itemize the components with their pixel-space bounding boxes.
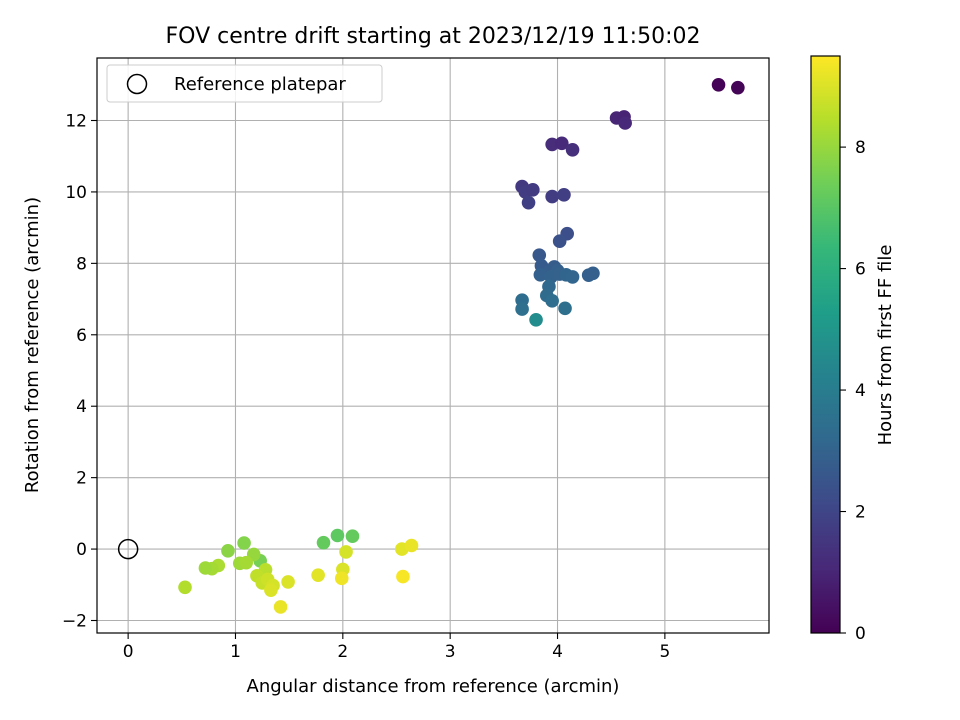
colorbar-label: Hours from first FF file xyxy=(875,245,896,446)
data-point xyxy=(316,535,331,550)
data-point xyxy=(558,301,572,316)
data-point xyxy=(396,569,410,584)
chart-title: FOV centre drift starting at 2023/12/19 … xyxy=(166,24,701,49)
grid-lines xyxy=(97,58,769,633)
y-axis-ticks: −2 0 2 4 6 8 10 12 xyxy=(62,112,97,632)
legend: Reference platepar xyxy=(106,64,383,103)
data-point xyxy=(557,187,571,202)
data-point xyxy=(529,312,543,327)
x-tick-label: 1 xyxy=(230,642,241,662)
colorbar: 0 2 4 6 8 Hours from first FF file xyxy=(810,55,896,644)
data-points xyxy=(178,77,745,614)
y-tick-label: 0 xyxy=(76,540,87,560)
data-point xyxy=(545,189,559,204)
data-point xyxy=(586,266,600,281)
y-tick-label: 2 xyxy=(76,469,87,489)
data-point xyxy=(618,116,632,130)
data-point xyxy=(711,77,726,92)
y-tick-label: 10 xyxy=(65,183,87,203)
data-point xyxy=(565,142,580,157)
data-point xyxy=(237,536,251,550)
data-point xyxy=(533,267,548,282)
data-point xyxy=(521,195,536,210)
data-point xyxy=(239,555,254,570)
legend-reference-marker-icon xyxy=(126,73,148,95)
colorbar-tick-label: 4 xyxy=(855,381,866,401)
data-point xyxy=(339,545,353,559)
data-point xyxy=(334,571,349,586)
data-point xyxy=(311,568,325,582)
x-axis-label: Angular distance from reference (arcmin) xyxy=(247,676,620,697)
colorbar-frame xyxy=(810,55,841,634)
y-tick-label: 6 xyxy=(76,326,87,346)
data-point xyxy=(273,600,288,614)
data-point xyxy=(330,528,345,543)
colorbar-tick-label: 8 xyxy=(855,138,866,158)
data-point xyxy=(731,80,745,95)
data-point xyxy=(526,182,540,197)
colorbar-tick-label: 0 xyxy=(855,624,866,644)
x-tick-label: 0 xyxy=(123,642,134,662)
legend-entry-reference-platepar: Reference platepar xyxy=(174,74,346,95)
data-point xyxy=(565,270,580,284)
x-tick-label: 3 xyxy=(445,642,456,662)
x-tick-label: 2 xyxy=(337,642,348,662)
data-point xyxy=(545,294,559,308)
data-point xyxy=(198,561,213,575)
x-axis-ticks: 0 1 2 3 4 5 xyxy=(123,633,670,662)
data-point xyxy=(532,248,547,262)
y-tick-label: −2 xyxy=(62,612,87,632)
data-point xyxy=(264,583,278,597)
data-point xyxy=(345,529,360,544)
colorbar-tick-label: 2 xyxy=(855,503,866,523)
data-point xyxy=(555,136,569,151)
plot-background xyxy=(97,58,769,633)
data-point xyxy=(281,575,295,589)
colorbar-ticks: 0 2 4 6 8 xyxy=(840,138,866,644)
legend-box xyxy=(106,64,383,103)
data-point xyxy=(178,580,192,595)
data-point xyxy=(404,538,419,553)
data-point xyxy=(221,544,235,558)
reference-marker-group xyxy=(117,538,139,560)
plot-frame xyxy=(96,57,770,634)
reference-platepar-marker xyxy=(117,538,139,560)
y-axis-label: Rotation from reference (arcmin) xyxy=(22,197,43,493)
y-tick-label: 4 xyxy=(76,397,87,417)
x-tick-label: 5 xyxy=(659,642,670,662)
y-tick-label: 12 xyxy=(65,112,87,132)
data-point xyxy=(515,302,529,316)
y-tick-label: 8 xyxy=(76,254,87,274)
colorbar-tick-label: 6 xyxy=(855,260,866,280)
colorbar-gradient xyxy=(811,56,840,633)
x-tick-label: 4 xyxy=(552,642,563,662)
data-point xyxy=(552,234,567,249)
